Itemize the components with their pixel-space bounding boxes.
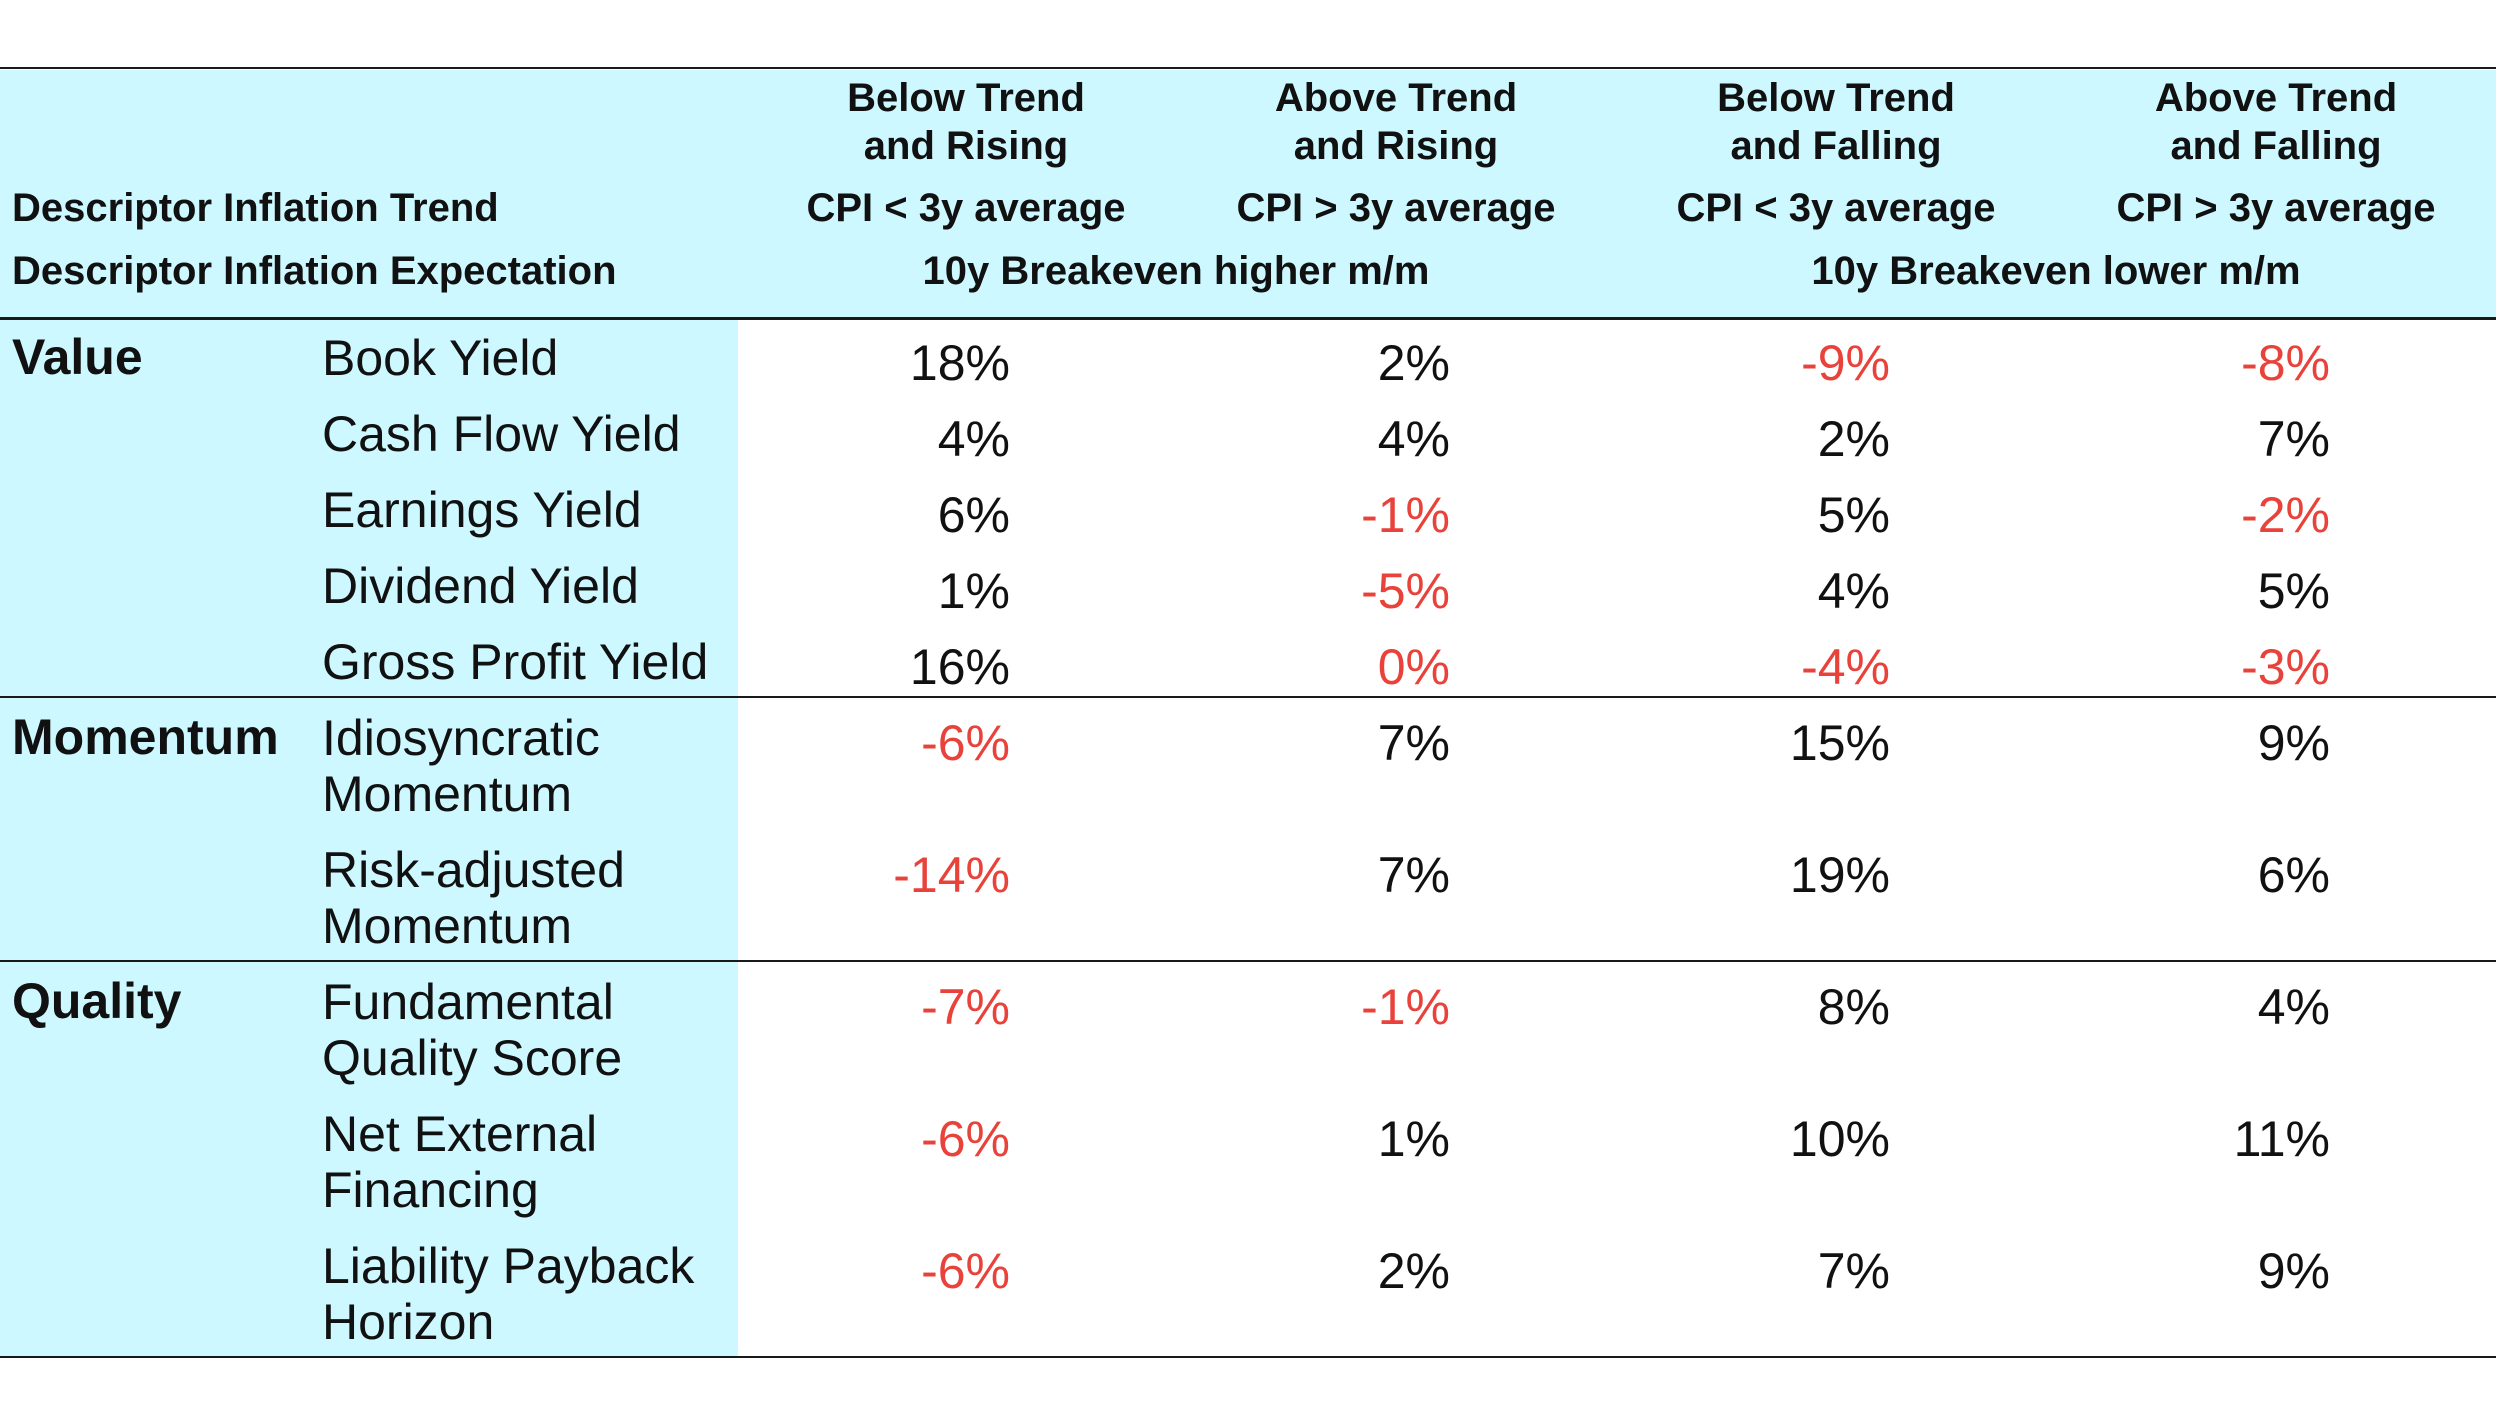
group-value: Value [12, 329, 143, 385]
value-cell: 2% [1817, 411, 1890, 467]
value-cell: 6% [937, 487, 1010, 543]
row-label-net-external-financing: Net External Financing [322, 1106, 598, 1218]
header-rule [0, 317, 2496, 320]
row-label-cash-flow-yield: Cash Flow Yield [322, 406, 681, 462]
value-cell: 8% [1817, 979, 1890, 1035]
row-label-idiosyncratic-momentum: Idiosyncratic Momentum [322, 710, 600, 822]
group-quality: Quality [12, 973, 182, 1029]
value-cell: 15% [1789, 715, 1890, 771]
value-cell: 10% [1789, 1111, 1890, 1167]
value-cell: 9% [2257, 715, 2330, 771]
header-col-3-cpi: CPI < 3y average [1676, 186, 1996, 230]
value-cell: -6% [921, 1243, 1010, 1299]
value-cell: 1% [1377, 1111, 1450, 1167]
header-inflation-trend-label: Descriptor Inflation Trend [12, 186, 499, 230]
header-col-1-cpi: CPI < 3y average [806, 186, 1126, 230]
header-col-2-cpi: CPI > 3y average [1236, 186, 1556, 230]
value-cell: -8% [2241, 335, 2330, 391]
row-label-band [0, 318, 738, 1358]
row-label-book-yield: Book Yield [322, 330, 559, 386]
value-cell: -1% [1361, 487, 1450, 543]
value-cell: 4% [937, 411, 1010, 467]
group-divider-value [0, 696, 2496, 698]
bottom-rule [0, 1356, 2496, 1358]
value-cell: 5% [1817, 487, 1890, 543]
value-cell: -1% [1361, 979, 1450, 1035]
header-col-3-title: Below Trend and Falling [1717, 76, 1955, 168]
value-cell: 11% [2233, 1111, 2330, 1167]
value-cell: 7% [1817, 1243, 1890, 1299]
value-cell: 9% [2257, 1243, 2330, 1299]
value-cell: 4% [2257, 979, 2330, 1035]
value-cell: 6% [2257, 847, 2330, 903]
header-inflation-expectation-label: Descriptor Inflation Expectation [12, 249, 617, 293]
group-momentum: Momentum [12, 709, 279, 765]
header-col-1-title: Below Trend and Rising [847, 76, 1085, 168]
value-cell: -5% [1361, 563, 1450, 619]
value-cell: -6% [921, 715, 1010, 771]
value-cell: -14% [893, 847, 1010, 903]
header-band [0, 70, 2496, 318]
value-cell: -4% [1801, 639, 1890, 695]
value-cell: 1% [937, 563, 1010, 619]
row-label-risk-adjusted-momentum: Risk-adjusted Momentum [322, 842, 625, 954]
value-cell: -3% [2241, 639, 2330, 695]
value-cell: -9% [1801, 335, 1890, 391]
value-cell: 2% [1377, 1243, 1450, 1299]
header-col-2-title: Above Trend and Rising [1274, 76, 1518, 168]
value-cell: 19% [1789, 847, 1890, 903]
value-cell: 4% [1817, 563, 1890, 619]
header-expectation-higher: 10y Breakeven higher m/m [922, 249, 1430, 293]
value-cell: 16% [909, 639, 1010, 695]
top-rule [0, 67, 2496, 69]
row-label-gross-profit-yield: Gross Profit Yield [322, 634, 709, 690]
value-cell: 18% [909, 335, 1010, 391]
row-label-earnings-yield: Earnings Yield [322, 482, 642, 538]
value-cell: 0% [1377, 639, 1450, 695]
header-col-4-cpi: CPI > 3y average [2116, 186, 2436, 230]
value-cell: -7% [921, 979, 1010, 1035]
header-col-4-title: Above Trend and Falling [2154, 76, 2398, 168]
value-cell: 7% [2257, 411, 2330, 467]
header-expectation-lower: 10y Breakeven lower m/m [1811, 249, 2301, 293]
row-label-fundamental-quality-score: Fundamental Quality Score [322, 974, 623, 1086]
group-divider-momentum [0, 960, 2496, 962]
row-label-dividend-yield: Dividend Yield [322, 558, 639, 614]
value-cell: 5% [2257, 563, 2330, 619]
value-cell: -6% [921, 1111, 1010, 1167]
value-cell: 7% [1377, 847, 1450, 903]
row-label-liability-payback-horizon: Liability Payback Horizon [322, 1238, 695, 1350]
value-cell: 2% [1377, 335, 1450, 391]
value-cell: -2% [2241, 487, 2330, 543]
value-cell: 7% [1377, 715, 1450, 771]
value-cell: 4% [1377, 411, 1450, 467]
